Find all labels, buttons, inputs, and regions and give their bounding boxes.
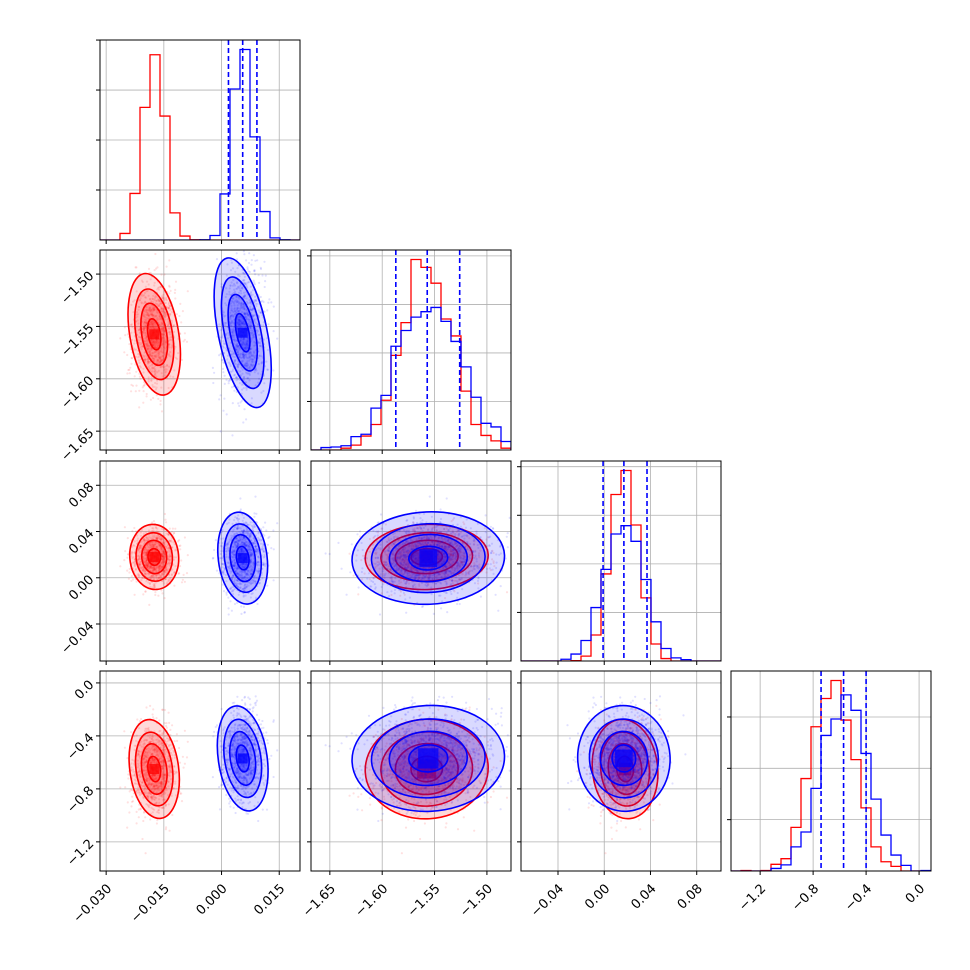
panel-0-0: [96, 39, 301, 244]
panel-1-1: [307, 249, 512, 454]
hist-series-1: [100, 48, 300, 240]
x-tick-label-2-3: 0.08: [675, 881, 706, 912]
panel-3-1: −1.65 −1.60 −1.55 −1.50: [300, 670, 512, 920]
contour-series-0-level-2: [394, 742, 459, 796]
y-tick-label-1-2: −1.55: [59, 321, 98, 360]
contour-series-0-level-0: [127, 272, 182, 396]
contour-series-1-level-2: [229, 533, 257, 583]
x-tick-label-2-0: −0.04: [528, 881, 567, 920]
x-tick-label-0-2: 0.000: [194, 881, 231, 918]
y-tick-label-3-1: −0.8: [64, 784, 97, 817]
y-tick-label-2-3: 0.08: [66, 480, 97, 511]
y-tick-label-1-0: −1.65: [59, 426, 98, 465]
panel-frame: [310, 670, 512, 872]
contour-series-1-level-2: [227, 293, 259, 372]
contour-series-1-level-3: [611, 744, 637, 773]
contour-series-1-level-3: [235, 744, 250, 773]
contour-series-0-level-1: [134, 731, 174, 807]
contour-series-1-level-2: [599, 730, 649, 787]
panel-2-2: [517, 460, 722, 665]
contour-series-1-level-1: [223, 718, 263, 799]
x-tick-label-3-1: −0.8: [789, 881, 822, 914]
hist-series-0: [311, 258, 511, 450]
contour-series-1-level-1: [223, 523, 263, 594]
panel-frame: [730, 670, 932, 872]
x-tick-label-1-2: −1.55: [405, 881, 444, 920]
contour-series-1-level-0: [351, 704, 506, 813]
panel-3-0: −1.2 −0.8 −0.4 0.0 −0.030 −0.015 0.000 0.015: [64, 670, 301, 926]
contour-series-0-level-2: [140, 742, 168, 796]
contour-series-1-level-2: [388, 533, 469, 583]
x-tick-label-1-3: −1.50: [457, 881, 496, 920]
panel-frame: [99, 670, 301, 872]
panel-frame: [310, 249, 512, 451]
contour-series-0-level-0: [128, 523, 180, 591]
panel-2-1: [307, 460, 512, 665]
y-tick-label-2-0: −0.04: [59, 619, 98, 658]
x-tick-label-3-2: −0.4: [842, 881, 875, 914]
x-tick-label-1-1: −1.60: [352, 881, 391, 920]
x-tick-label-0-1: −0.015: [128, 881, 173, 926]
x-tick-label-2-1: 0.00: [582, 881, 613, 912]
panel-frame: [99, 39, 301, 241]
contour-series-1-level-3: [234, 312, 251, 353]
contour-series-1-level-0: [351, 511, 506, 606]
contour-series-1-level-1: [220, 276, 265, 390]
hist-series-1: [731, 694, 931, 871]
x-tick-label-3-0: −1.2: [736, 881, 769, 914]
contour-series-1-level-1: [370, 718, 486, 799]
contour-series-0-level-2: [607, 742, 643, 796]
panel-frame: [520, 670, 722, 872]
contour-series-1-level-3: [408, 744, 449, 773]
y-tick-label-2-1: 0.00: [66, 572, 97, 603]
panel-frame: [99, 249, 301, 451]
contour-series-1-level-3: [408, 545, 449, 571]
contour-series-0-level-0: [128, 718, 181, 820]
x-tick-label-2-2: 0.04: [628, 881, 659, 912]
x-tick-label-0-0: −0.030: [71, 881, 116, 926]
panel-frame: [520, 460, 722, 662]
contour-series-0-level-3: [147, 547, 162, 567]
panel-frame: [310, 460, 512, 662]
contour-series-0-level-1: [135, 531, 174, 582]
x-tick-label-1-0: −1.65: [300, 881, 339, 920]
x-tick-label-3-3: 0.0: [903, 881, 928, 906]
panel-1-0: −1.65 −1.60 −1.55 −1.50: [59, 249, 301, 465]
y-tick-label-2-2: 0.04: [66, 526, 97, 557]
contour-series-0-level-2: [140, 539, 168, 575]
contour-series-1-level-1: [588, 718, 660, 799]
hist-series-1: [311, 306, 511, 450]
contour-series-0-level-2: [394, 539, 459, 575]
contour-series-1-level-0: [216, 511, 269, 605]
hist-series-0: [100, 54, 300, 240]
panel-3-3: −1.2 −0.8 −0.4 0.0: [727, 670, 932, 914]
y-tick-label-3-0: −1.2: [64, 837, 97, 870]
contour-series-1-level-0: [216, 705, 269, 812]
x-tick-label-0-3: 0.015: [251, 881, 288, 918]
contour-series-1-level-0: [213, 257, 273, 409]
y-tick-label-1-1: −1.60: [59, 373, 98, 412]
contour-series-0-level-1: [133, 288, 175, 381]
hist-series-0: [521, 469, 721, 661]
contour-series-1-level-3: [235, 545, 250, 571]
contour-series-0-level-3: [147, 755, 162, 783]
contour-series-1-level-2: [228, 730, 257, 787]
panel-frame: [99, 460, 301, 662]
contour-series-1-level-0: [576, 704, 671, 813]
contour-series-0-level-2: [140, 302, 169, 367]
contour-series-1-level-1: [370, 522, 486, 594]
contour-series-0-level-3: [146, 317, 162, 351]
hist-series-1: [521, 525, 721, 661]
hist-series-0: [731, 679, 931, 871]
contour-series-1-level-2: [388, 730, 469, 787]
y-tick-label-3-2: −0.4: [64, 731, 97, 764]
panel-2-0: −0.04 0.00 0.04 0.08: [59, 460, 301, 665]
y-tick-label-3-3: 0.0: [72, 678, 97, 703]
y-tick-label-1-3: −1.50: [59, 269, 98, 308]
panel-3-2: −0.04 0.00 0.04 0.08: [517, 670, 722, 920]
